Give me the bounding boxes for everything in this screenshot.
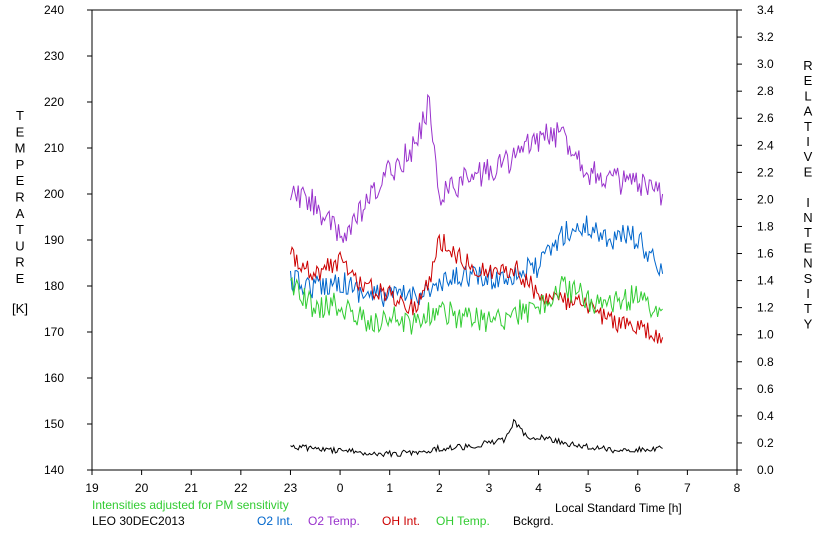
axis-label-letter: M bbox=[15, 141, 26, 156]
series-layer bbox=[290, 93, 664, 458]
legend-o2-int: O2 Int. bbox=[257, 514, 293, 528]
y-right-tick-label: 0.8 bbox=[757, 355, 774, 369]
axis-label-letter: T bbox=[804, 119, 812, 134]
y-right-tick-label: 0.4 bbox=[757, 409, 774, 423]
y-right-tick-label: 1.2 bbox=[757, 301, 774, 315]
axis-label-letter: R bbox=[15, 255, 24, 270]
y-left-tick-label: 230 bbox=[44, 49, 64, 63]
axis-label-letter: E bbox=[16, 173, 25, 188]
x-tick-label: 6 bbox=[634, 481, 641, 495]
y-right-tick-label: 3.2 bbox=[757, 30, 774, 44]
axis-label-letter: I bbox=[806, 286, 810, 301]
series-line-oh-int bbox=[290, 233, 664, 344]
x-tick-label: 19 bbox=[85, 481, 99, 495]
axis-label-letter: Y bbox=[804, 316, 813, 331]
x-tick-label: 1 bbox=[386, 481, 393, 495]
axis-label-letter: E bbox=[804, 164, 813, 179]
y-left-unit-text: [K] bbox=[12, 301, 28, 316]
axis-label-letter: E bbox=[16, 271, 25, 286]
y-right-tick-label: 2.2 bbox=[757, 165, 774, 179]
axis-label-letter: S bbox=[804, 271, 813, 286]
legend-bckgrd: Bckgrd. bbox=[513, 514, 554, 528]
y-left-tick-label: 220 bbox=[44, 95, 64, 109]
x-axis: 19 20 21 22 23 0 1 2 3 4 5 6 7 8 bbox=[85, 470, 741, 495]
y-right-tick-label: 0.2 bbox=[757, 436, 774, 450]
x-tick-label: 5 bbox=[585, 481, 592, 495]
axis-label-letter: T bbox=[804, 225, 812, 240]
y-left-tick-label: 190 bbox=[44, 233, 64, 247]
axis-label-letter: I bbox=[806, 134, 810, 149]
x-tick-label: 7 bbox=[684, 481, 691, 495]
axis-label-letter: R bbox=[15, 190, 24, 205]
y-left-tick-label: 170 bbox=[44, 325, 64, 339]
axis-label-letter: T bbox=[16, 222, 24, 237]
axis-label-letter: N bbox=[803, 210, 812, 225]
axis-label-letter: R bbox=[803, 58, 812, 73]
y-right-tick-label: 3.0 bbox=[757, 57, 774, 71]
x-tick-label: 8 bbox=[734, 481, 741, 495]
axis-label-letter: E bbox=[16, 124, 25, 139]
y-right-tick-label: 1.8 bbox=[757, 219, 774, 233]
axis-label-letter: V bbox=[804, 149, 813, 164]
axis-label-letter: T bbox=[16, 108, 24, 123]
x-tick-label: 20 bbox=[135, 481, 149, 495]
y-right-tick-label: 1.4 bbox=[757, 274, 774, 288]
axis-label-letter: U bbox=[15, 238, 24, 253]
y-right-tick-label: 0.0 bbox=[757, 463, 774, 477]
y-right-tick-label: 2.0 bbox=[757, 192, 774, 206]
axis-label-letter: A bbox=[804, 104, 813, 119]
y-left-tick-label: 210 bbox=[44, 141, 64, 155]
axis-label-letter: I bbox=[806, 195, 810, 210]
y-axis-left: 140 150 160 170 180 190 200 210 220 230 240 bbox=[44, 3, 92, 477]
y-left-tick-label: 180 bbox=[44, 279, 64, 293]
x-tick-label: 0 bbox=[337, 481, 344, 495]
y-axis-left-unit: [K] bbox=[12, 301, 28, 316]
x-tick-label: 2 bbox=[436, 481, 443, 495]
y-right-tick-label: 0.6 bbox=[757, 382, 774, 396]
y-right-tick-label: 2.4 bbox=[757, 138, 774, 152]
series-line-oh-temp bbox=[290, 275, 663, 335]
axis-label-letter: L bbox=[804, 88, 811, 103]
x-tick-label: 3 bbox=[486, 481, 493, 495]
y-right-tick-label: 1.6 bbox=[757, 247, 774, 261]
plot-frame bbox=[91, 9, 738, 471]
x-tick-label: 4 bbox=[535, 481, 542, 495]
y-left-tick-label: 140 bbox=[44, 463, 64, 477]
x-tick-label: 22 bbox=[234, 481, 248, 495]
y-right-tick-label: 2.8 bbox=[757, 84, 774, 98]
y-left-tick-label: 240 bbox=[44, 3, 64, 17]
series-line-bckgrd bbox=[290, 418, 663, 458]
axis-label-letter: T bbox=[804, 301, 812, 316]
axis-label-letter: P bbox=[16, 157, 25, 172]
legend-o2-temp: O2 Temp. bbox=[308, 514, 360, 528]
x-tick-label: 21 bbox=[185, 481, 199, 495]
series-line-o2-temp bbox=[290, 93, 664, 243]
y-right-tick-label: 2.6 bbox=[757, 111, 774, 125]
sensitivity-note: Intensities adjusted for PM sensitivity bbox=[92, 498, 289, 512]
axis-label-letter: A bbox=[16, 206, 25, 221]
y-right-tick-label: 1.0 bbox=[757, 328, 774, 342]
series-line-o2-int bbox=[290, 215, 664, 307]
x-axis-label: Local Standard Time [h] bbox=[555, 501, 682, 515]
y-right-tick-label: 3.4 bbox=[757, 3, 774, 17]
y-left-tick-label: 150 bbox=[44, 417, 64, 431]
y-left-tick-label: 160 bbox=[44, 371, 64, 385]
legend-oh-temp: OH Temp. bbox=[436, 514, 490, 528]
axis-label-letter: N bbox=[803, 256, 812, 271]
axis-label-letter: E bbox=[804, 73, 813, 88]
axis-label-letter: E bbox=[804, 240, 813, 255]
y-left-tick-label: 200 bbox=[44, 187, 64, 201]
y-axis-right: 0.0 0.2 0.4 0.6 0.8 1.0 1.2 1.4 1.6 1.8 2.0 2.2 2.4 2… bbox=[737, 3, 774, 477]
legend-oh-int: OH Int. bbox=[382, 514, 420, 528]
station-label: LEO 30DEC2013 bbox=[92, 514, 185, 528]
x-tick-label: 23 bbox=[284, 481, 298, 495]
